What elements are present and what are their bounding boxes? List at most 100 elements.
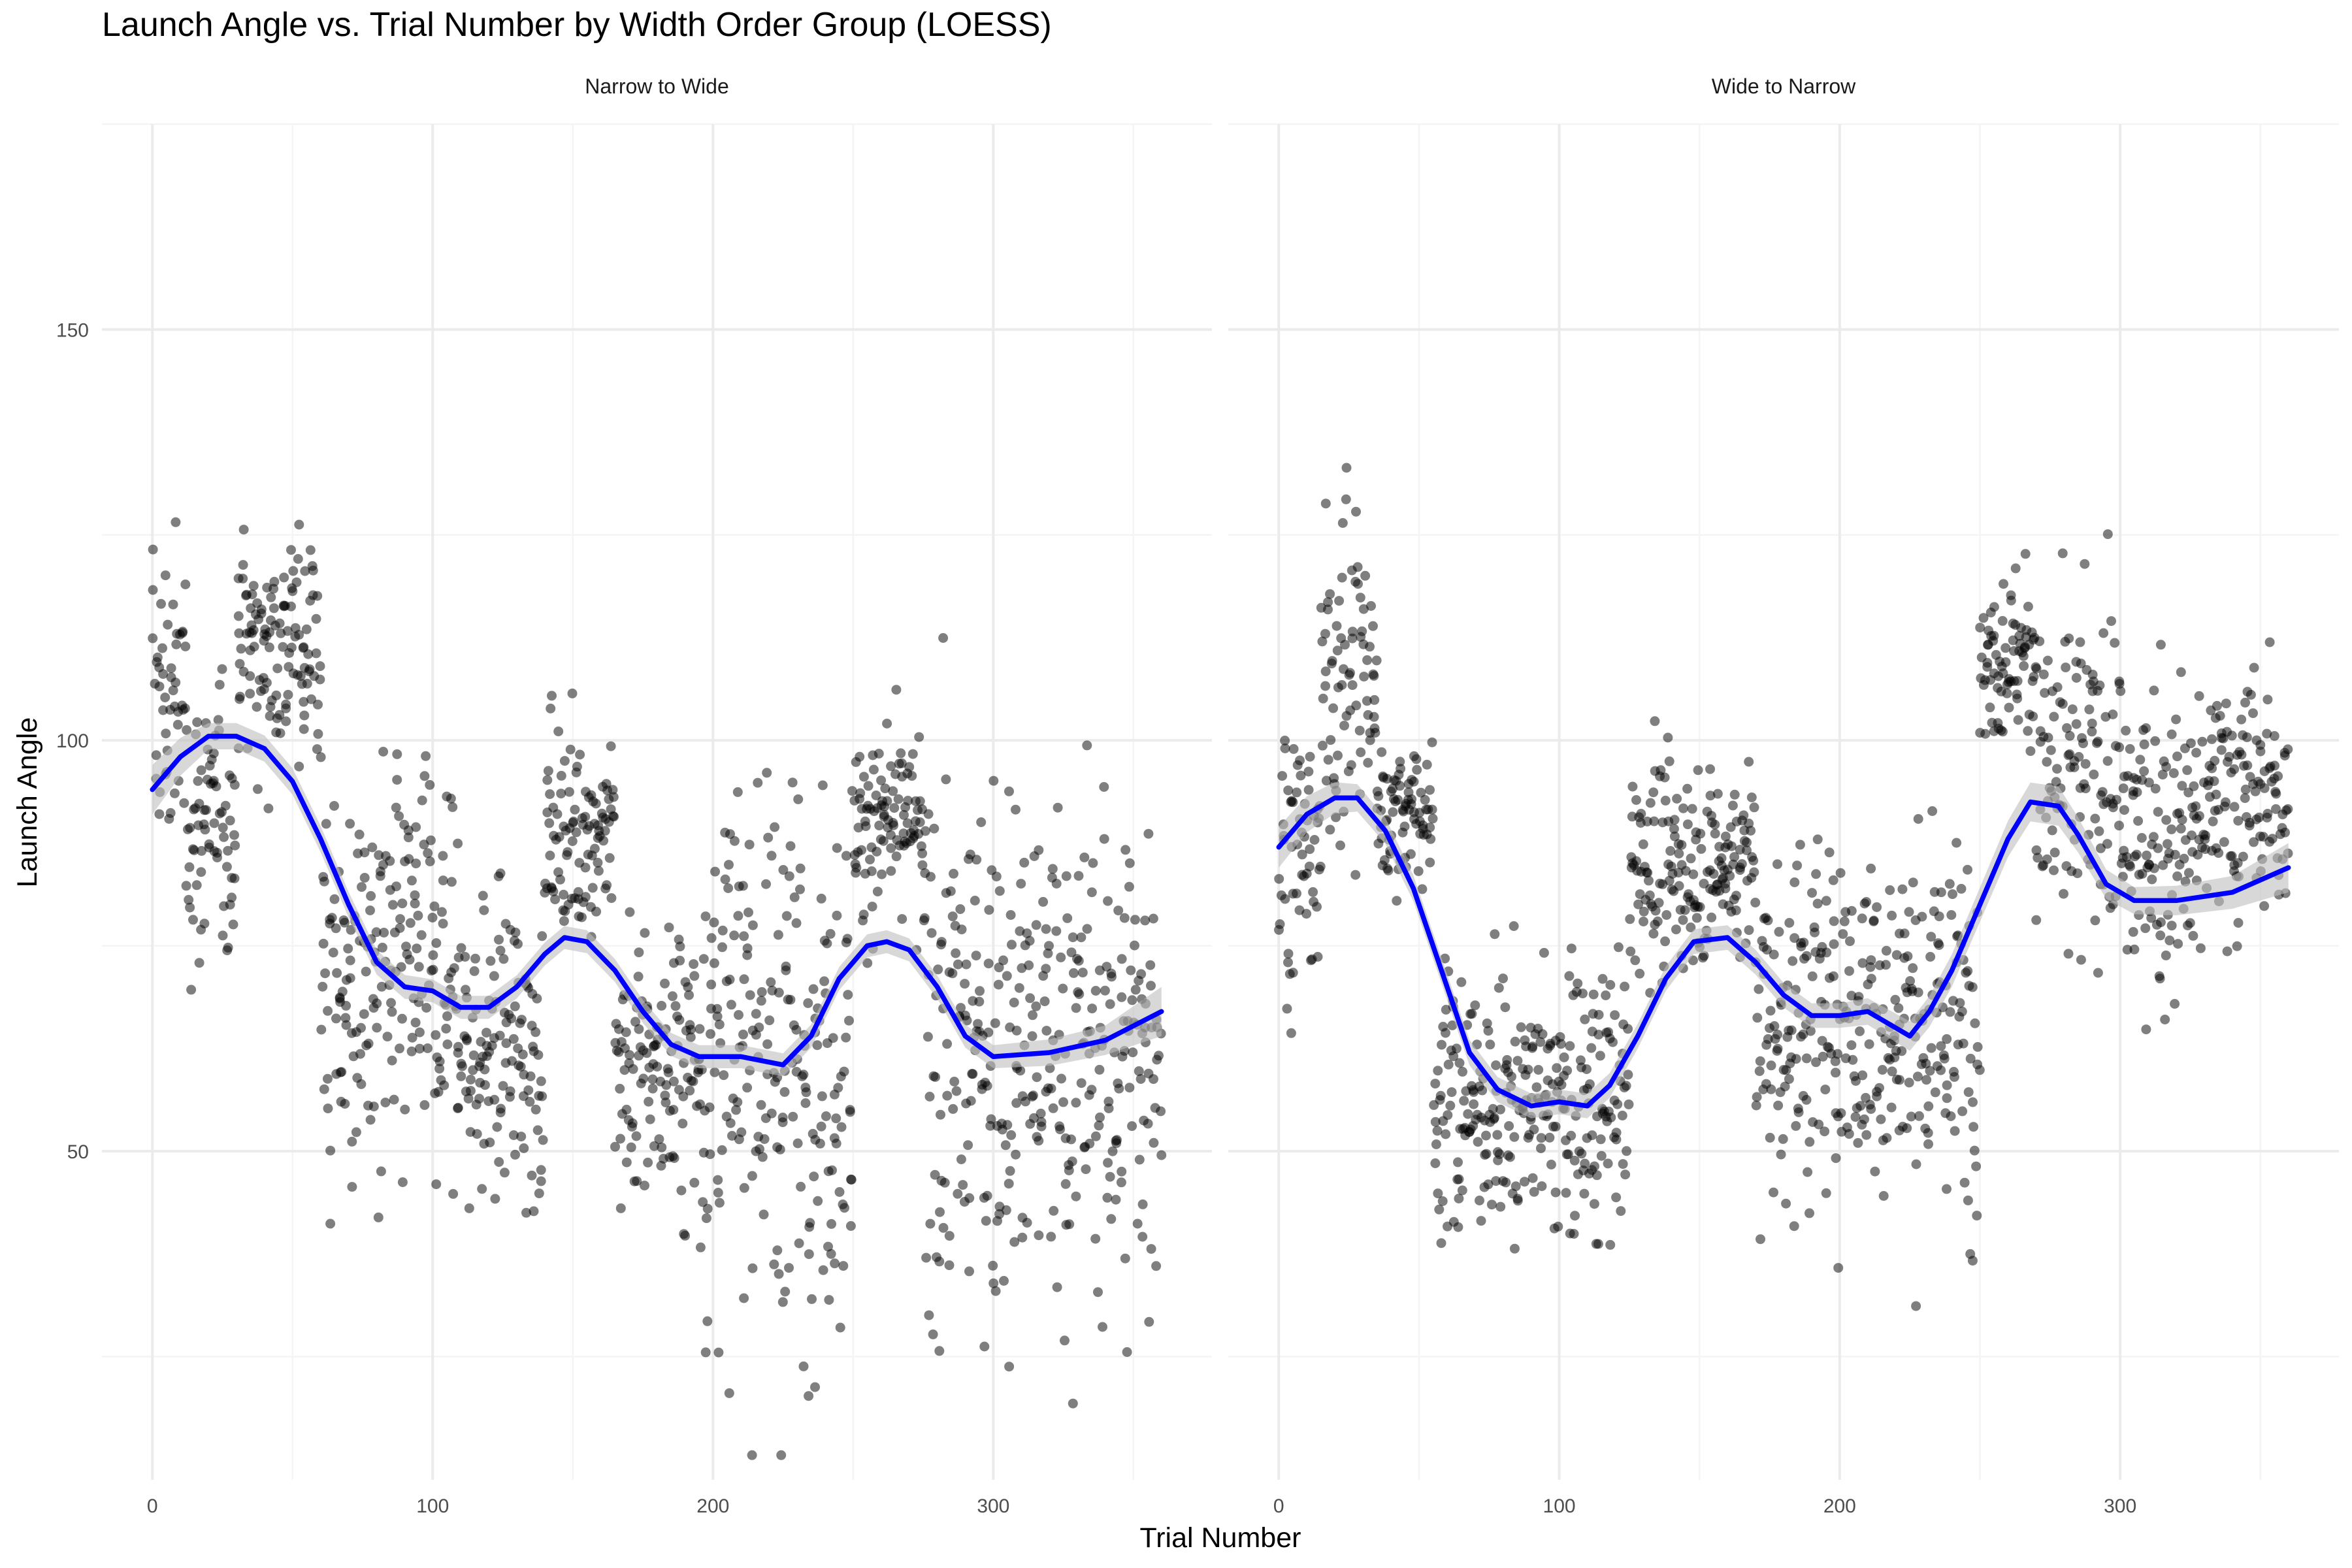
data-point — [376, 1166, 386, 1177]
data-point — [568, 817, 578, 828]
data-point — [706, 979, 717, 990]
data-point — [345, 819, 355, 829]
data-point — [1913, 987, 1923, 998]
data-point — [281, 703, 291, 713]
data-point — [984, 905, 994, 915]
data-point — [478, 890, 488, 901]
data-point — [1061, 871, 1071, 881]
data-point — [979, 1341, 990, 1352]
data-point — [1409, 776, 1419, 787]
data-point — [1448, 1051, 1459, 1062]
data-point — [1942, 1093, 1952, 1103]
data-point — [189, 845, 199, 855]
data-point — [1687, 804, 1697, 814]
data-point — [1810, 927, 1820, 938]
data-point — [1144, 1316, 1154, 1327]
data-point — [1292, 787, 1302, 798]
data-point — [1997, 615, 2008, 626]
data-point — [675, 955, 685, 966]
data-point — [1500, 1002, 1511, 1013]
data-point — [1566, 1130, 1576, 1141]
data-point — [1593, 1009, 1604, 1020]
data-point — [182, 725, 192, 735]
data-point — [1058, 1097, 1068, 1107]
data-point — [1088, 858, 1098, 868]
data-point — [1877, 1065, 1887, 1075]
data-point — [499, 1168, 510, 1178]
data-point — [274, 710, 285, 720]
data-point — [510, 927, 521, 938]
data-point — [886, 866, 896, 876]
data-point — [1544, 1132, 1555, 1143]
data-point — [1563, 1149, 1573, 1160]
data-point — [589, 843, 600, 854]
data-point — [1769, 1021, 1780, 1031]
data-point — [272, 663, 283, 674]
data-point — [2242, 760, 2253, 770]
data-point — [233, 611, 244, 621]
data-point — [1337, 572, 1347, 583]
data-point — [1872, 902, 1882, 912]
data-point — [286, 601, 296, 612]
data-point — [990, 1286, 1001, 1296]
data-point — [638, 1073, 649, 1084]
data-point — [1320, 629, 1330, 639]
data-point — [1921, 1058, 1931, 1069]
data-point — [2004, 702, 2014, 713]
data-point — [480, 1080, 490, 1090]
data-point — [151, 750, 161, 760]
data-point — [1071, 1191, 1081, 1201]
data-point — [1372, 786, 1382, 796]
data-point — [1617, 1111, 1627, 1120]
data-point — [1315, 861, 1326, 872]
data-point — [366, 890, 376, 901]
data-point — [1766, 1084, 1776, 1094]
data-point — [1060, 1179, 1071, 1189]
data-point — [838, 1261, 849, 1271]
data-point — [1737, 859, 1747, 869]
data-point — [196, 765, 206, 776]
data-point — [657, 1142, 667, 1152]
data-point — [1417, 884, 1428, 894]
data-point — [1068, 1398, 1078, 1409]
data-point — [274, 618, 285, 629]
data-point — [725, 974, 735, 985]
data-point — [329, 801, 339, 811]
data-point — [308, 565, 318, 576]
data-point — [889, 820, 899, 830]
data-point — [710, 866, 720, 877]
data-point — [525, 1071, 536, 1081]
data-point — [1780, 1081, 1790, 1092]
data-point — [626, 1142, 636, 1152]
data-point — [944, 1260, 955, 1271]
data-point — [1897, 1046, 1907, 1056]
data-point — [1754, 1066, 1765, 1076]
data-point — [930, 1072, 941, 1082]
data-point — [843, 990, 853, 1000]
data-point — [936, 937, 947, 947]
data-point — [1811, 869, 1821, 879]
data-point — [2207, 734, 2217, 744]
data-point — [1443, 1110, 1453, 1120]
data-point — [1274, 924, 1284, 935]
data-point — [377, 942, 387, 953]
data-point — [947, 911, 958, 922]
data-point — [2149, 863, 2159, 874]
data-point — [1304, 861, 1315, 872]
data-point — [1582, 1064, 1592, 1074]
data-point — [1805, 1208, 1814, 1218]
data-point — [1326, 735, 1336, 745]
data-point — [1396, 764, 1406, 774]
data-point — [819, 976, 830, 987]
data-point — [1972, 1211, 1982, 1221]
data-point — [1639, 906, 1649, 917]
data-point — [495, 945, 506, 956]
data-point — [534, 1188, 544, 1199]
data-point — [1801, 1094, 1812, 1105]
data-point — [621, 1157, 632, 1168]
data-point — [165, 808, 176, 818]
data-point — [2245, 772, 2255, 782]
data-point — [346, 924, 356, 935]
data-point — [531, 1104, 541, 1115]
